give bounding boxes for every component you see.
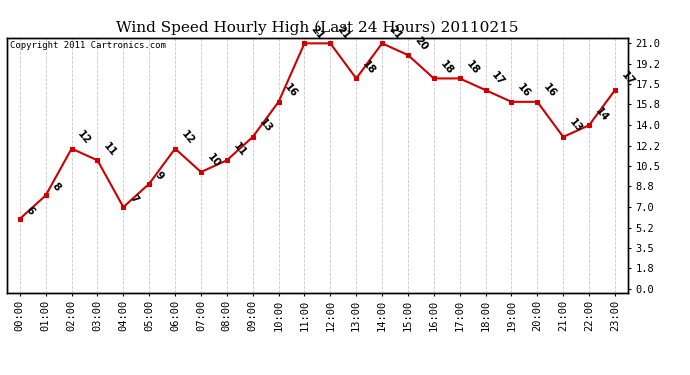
Text: 9: 9 xyxy=(153,170,166,182)
Text: 17: 17 xyxy=(619,70,636,88)
Text: 11: 11 xyxy=(101,141,119,158)
Text: 20: 20 xyxy=(412,35,429,53)
Text: 18: 18 xyxy=(360,59,377,76)
Text: 6: 6 xyxy=(24,205,37,217)
Text: 12: 12 xyxy=(76,129,92,147)
Text: Copyright 2011 Cartronics.com: Copyright 2011 Cartronics.com xyxy=(10,41,166,50)
Text: 16: 16 xyxy=(542,82,558,100)
Text: 13: 13 xyxy=(257,117,274,135)
Text: 21: 21 xyxy=(386,24,403,41)
Text: 7: 7 xyxy=(128,193,140,205)
Text: 8: 8 xyxy=(50,181,62,193)
Text: 12: 12 xyxy=(179,129,196,147)
Text: 16: 16 xyxy=(283,82,299,100)
Text: 21: 21 xyxy=(335,24,351,41)
Text: 17: 17 xyxy=(490,70,507,88)
Text: 10: 10 xyxy=(205,152,222,170)
Text: 14: 14 xyxy=(593,105,611,123)
Text: 16: 16 xyxy=(515,82,533,100)
Title: Wind Speed Hourly High (Last 24 Hours) 20110215: Wind Speed Hourly High (Last 24 Hours) 2… xyxy=(116,21,519,35)
Text: 11: 11 xyxy=(231,141,248,158)
Text: 13: 13 xyxy=(567,117,584,135)
Text: 21: 21 xyxy=(308,24,326,41)
Text: 18: 18 xyxy=(438,59,455,76)
Text: 18: 18 xyxy=(464,59,481,76)
